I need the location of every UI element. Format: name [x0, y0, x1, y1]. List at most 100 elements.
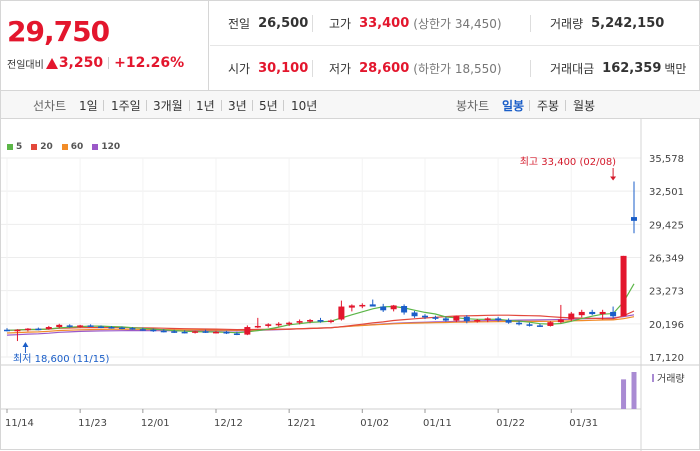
- volume-label: 거래량: [657, 373, 685, 385]
- x-tick-label: 12/12: [214, 418, 243, 429]
- candle-body: [338, 306, 345, 320]
- candle-body: [348, 305, 355, 308]
- candle-body: [620, 255, 627, 317]
- candle-body: [14, 329, 21, 332]
- legend-swatch: [61, 144, 68, 150]
- period-3y[interactable]: 3년: [228, 99, 247, 113]
- y-tick-label: 32,501: [649, 187, 684, 198]
- price-box: 29,750 전일대비 3,250 +12.26%: [1, 1, 209, 91]
- candle-body: [484, 318, 491, 320]
- candle-body: [380, 306, 387, 311]
- candle-body: [505, 320, 512, 323]
- period-3m[interactable]: 3개월: [153, 99, 183, 113]
- candle-body: [536, 325, 543, 327]
- candle-body: [547, 322, 554, 326]
- candle-body: [369, 304, 376, 307]
- candle-body: [108, 327, 115, 329]
- y-tick-label: 23,273: [649, 287, 684, 298]
- period-1d[interactable]: 1일: [79, 99, 98, 113]
- amount-value: 162,359: [602, 61, 662, 76]
- legend-swatch: [92, 144, 99, 150]
- candle-body: [578, 311, 585, 316]
- divider: [103, 100, 104, 111]
- open-label: 시가: [228, 62, 251, 76]
- candle-body: [233, 333, 240, 335]
- candle-body: [254, 325, 261, 328]
- candle-body: [275, 323, 282, 326]
- candle-body: [286, 322, 293, 325]
- candle-body: [453, 316, 460, 321]
- candle-body: [56, 324, 63, 328]
- candle-body: [516, 322, 523, 325]
- low-cell: 저가 28,600 (하한가 18,550): [329, 46, 502, 91]
- y-tick-label: 29,425: [649, 220, 684, 231]
- up-triangle-icon: [45, 57, 58, 69]
- divider: [530, 60, 531, 77]
- candle-daily[interactable]: 일봉: [502, 99, 525, 113]
- period-10y[interactable]: 10년: [291, 99, 318, 113]
- volume-bar: [631, 372, 637, 409]
- low-label: 저가: [329, 62, 352, 76]
- divider: [252, 100, 253, 111]
- legend-label: 60: [70, 142, 84, 152]
- candle-body: [327, 320, 334, 323]
- candle-body: [359, 304, 366, 307]
- candle-body: [181, 331, 188, 334]
- candle-body: [4, 329, 10, 332]
- candle-chart-label: 봉차트: [456, 99, 490, 113]
- amount-label: 거래대금: [550, 62, 595, 76]
- current-price: 29,750: [7, 15, 110, 48]
- candle-body: [35, 328, 42, 331]
- low-annotation: 최저 18,600 (11/15): [13, 353, 109, 365]
- prev-close-value: 26,500: [258, 16, 309, 31]
- candle-body: [589, 311, 596, 315]
- low-arrow-head: [22, 342, 29, 348]
- x-tick-label: 01/02: [360, 418, 389, 429]
- candle-body: [24, 328, 31, 331]
- candle-body: [432, 317, 439, 319]
- candle-body: [526, 324, 533, 326]
- candle-body: [202, 331, 209, 333]
- prev-close-label: 전일: [228, 17, 251, 31]
- legend-item-ma120: 120: [92, 142, 120, 152]
- stats-row-1: 전일 26,500 고가 33,400 (상한가 34,450) 거래량 5,2…: [210, 1, 700, 46]
- candle-body: [171, 331, 178, 333]
- candle-body: [599, 311, 606, 315]
- divider: [312, 60, 313, 77]
- period-5y[interactable]: 5년: [259, 99, 278, 113]
- candle-body: [223, 331, 230, 334]
- candle-body: [401, 306, 408, 313]
- candle-body: [265, 324, 272, 326]
- lower-limit: (하한가 18,550): [413, 62, 502, 76]
- candle-body: [98, 326, 105, 328]
- high-value: 33,400: [359, 16, 410, 31]
- candle-monthly[interactable]: 월봉: [573, 99, 596, 113]
- legend-label: 5: [16, 142, 23, 152]
- candle-body: [45, 327, 52, 330]
- candle-body: [307, 320, 314, 322]
- legend-swatch: [31, 144, 38, 150]
- open-cell: 시가 30,100: [228, 46, 308, 91]
- candle-body: [411, 312, 418, 317]
- divider: [529, 100, 530, 111]
- period-1y[interactable]: 1년: [196, 99, 215, 113]
- candle-body: [463, 316, 470, 322]
- volume-cell: 거래량 5,242,150: [550, 1, 664, 46]
- high-label: 고가: [329, 17, 352, 31]
- candle-body: [442, 318, 449, 321]
- legend-item-ma5: 5: [7, 142, 22, 152]
- candle-body: [244, 327, 251, 335]
- legend-item-ma20: 20: [31, 142, 53, 152]
- period-1w[interactable]: 1주일: [111, 99, 141, 113]
- candle-weekly[interactable]: 주봉: [537, 99, 560, 113]
- volume-value: 5,242,150: [591, 16, 665, 31]
- y-tick-label: 26,349: [649, 254, 684, 265]
- price-summary: 29,750 전일대비 3,250 +12.26% 전일 26,500 고가 3…: [1, 1, 700, 91]
- y-tick-label: 17,120: [649, 353, 684, 364]
- line-chart-label: 선차트: [33, 99, 67, 113]
- y-tick-label: 20,196: [649, 320, 684, 331]
- x-tick-label: 01/22: [496, 418, 525, 429]
- low-value: 28,600: [359, 61, 410, 76]
